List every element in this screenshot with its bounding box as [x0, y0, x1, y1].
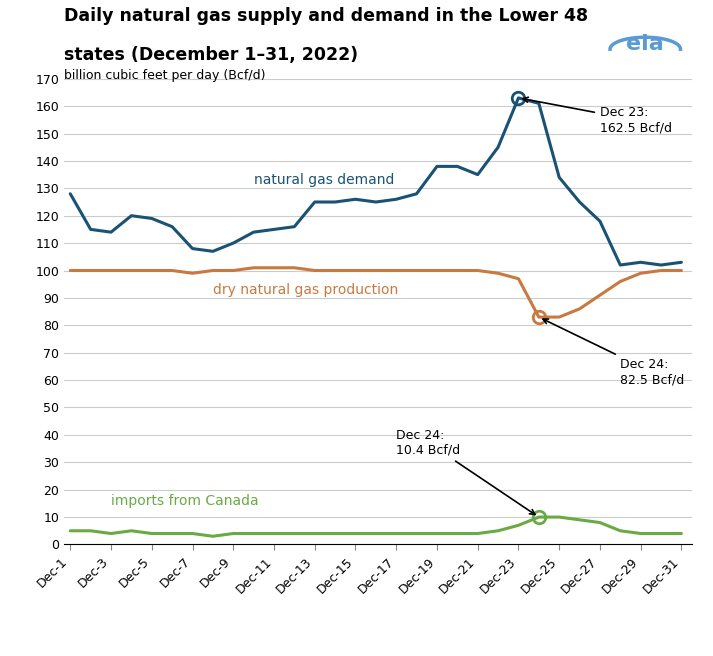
Text: natural gas demand: natural gas demand: [254, 173, 394, 187]
Text: eia: eia: [627, 35, 664, 54]
Text: Daily natural gas supply and demand in the Lower 48: Daily natural gas supply and demand in t…: [64, 7, 588, 24]
Text: states (December 1–31, 2022): states (December 1–31, 2022): [64, 46, 359, 64]
Text: billion cubic feet per day (Bcf/d): billion cubic feet per day (Bcf/d): [64, 69, 266, 82]
Text: imports from Canada: imports from Canada: [111, 494, 259, 508]
Text: Dec 23:
162.5 Bcf/d: Dec 23: 162.5 Bcf/d: [523, 97, 672, 134]
Text: Dec 24:
10.4 Bcf/d: Dec 24: 10.4 Bcf/d: [396, 429, 535, 514]
Text: Dec 24:
82.5 Bcf/d: Dec 24: 82.5 Bcf/d: [543, 319, 684, 386]
Text: dry natural gas production: dry natural gas production: [213, 283, 398, 297]
